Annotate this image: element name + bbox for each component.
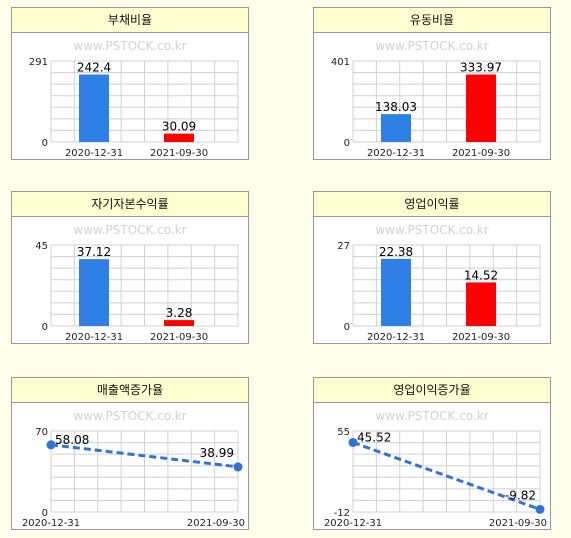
y-tick-label: 55 xyxy=(337,427,350,438)
chart-panel-operating-income-growth: 영업이익증가율 www.PSTOCK.co.kr 55 -12 45.52 -9.82 2… xyxy=(313,377,551,530)
bar xyxy=(381,258,411,326)
watermark: www.PSTOCK.co.kr xyxy=(375,409,488,423)
chart-svg: www.PSTOCK.co.kr 401 0 138.03 2020-12-31 333.… xyxy=(331,39,541,159)
y-tick-label: 0 xyxy=(42,138,48,149)
data-label: -9.82 xyxy=(505,488,536,502)
data-label: 242.4 xyxy=(77,61,111,75)
chart-panel-sales-growth: 매출액증가율 www.PSTOCK.co.kr 70 0 58.08 38.99 2020… xyxy=(11,377,249,530)
data-label: 37.12 xyxy=(77,245,111,259)
data-label: 333.97 xyxy=(460,61,502,75)
chart-title: 자기자본수익률 xyxy=(12,192,248,217)
bar xyxy=(466,282,496,326)
chart-svg: www.PSTOCK.co.kr 45 0 37.12 2020-12-31 3.28 20… xyxy=(35,223,239,343)
data-point xyxy=(233,462,243,472)
x-tick-label: 2020-12-31 xyxy=(22,518,80,529)
bar xyxy=(466,74,496,142)
series-line xyxy=(352,441,541,511)
x-tick-label: 2021-09-30 xyxy=(150,148,208,159)
watermark: www.PSTOCK.co.kr xyxy=(73,39,186,53)
bar xyxy=(79,74,109,142)
x-tick-label: 2021-09-30 xyxy=(489,518,547,529)
watermark: www.PSTOCK.co.kr xyxy=(73,409,186,423)
y-tick-label: 0 xyxy=(42,322,48,333)
chart-title: 부채비율 xyxy=(12,8,248,33)
x-tick-label: 2021-09-30 xyxy=(187,518,245,529)
x-tick-label: 2020-12-31 xyxy=(65,332,123,343)
chart-title: 영업이익률 xyxy=(314,192,550,217)
chart-panel-debt-ratio: 부채비율 www.PSTOCK.co.kr 291 0 242.4 2020-12-31… xyxy=(11,7,249,160)
y-tick-label: 45 xyxy=(35,241,48,252)
y-tick-label: 291 xyxy=(29,57,48,68)
data-point xyxy=(535,504,545,514)
data-label: 30.09 xyxy=(162,120,196,134)
watermark: www.PSTOCK.co.kr xyxy=(375,39,488,53)
chart-svg: www.PSTOCK.co.kr 70 0 58.08 38.99 2020-12-31 2… xyxy=(22,409,245,529)
y-tick-label: 0 xyxy=(344,138,350,149)
x-tick-label: 2020-12-31 xyxy=(367,148,425,159)
chart-svg: www.PSTOCK.co.kr 27 0 22.38 2020-12-31 14.52 2… xyxy=(337,223,541,343)
data-point xyxy=(46,440,56,450)
y-tick-label: 0 xyxy=(42,508,48,519)
chart-title: 유동비율 xyxy=(314,8,550,33)
watermark: www.PSTOCK.co.kr xyxy=(73,223,186,237)
data-label: 38.99 xyxy=(200,446,234,460)
bar xyxy=(381,114,411,142)
data-label: 14.52 xyxy=(464,268,498,282)
chart-title: 매출액증가율 xyxy=(12,378,248,403)
data-label: 58.08 xyxy=(55,433,89,447)
x-tick-label: 2021-09-30 xyxy=(452,148,510,159)
chart-svg: www.PSTOCK.co.kr 55 -12 45.52 -9.82 2020-12-3… xyxy=(324,409,547,529)
y-tick-label: -12 xyxy=(334,508,350,519)
series-line xyxy=(50,443,239,469)
y-tick-label: 401 xyxy=(331,57,350,68)
data-label: 3.28 xyxy=(166,306,193,320)
x-tick-label: 2020-12-31 xyxy=(324,518,382,529)
chart-svg: www.PSTOCK.co.kr 291 0 242.4 2020-12-31 30.09… xyxy=(29,39,239,159)
chart-panel-operating-margin: 영업이익률 www.PSTOCK.co.kr 27 0 22.38 2020-12-31… xyxy=(313,191,551,344)
x-tick-label: 2021-09-30 xyxy=(150,332,208,343)
data-label: 45.52 xyxy=(357,430,391,444)
bar xyxy=(164,320,194,326)
x-tick-label: 2021-09-30 xyxy=(452,332,510,343)
chart-title: 영업이익증가율 xyxy=(314,378,550,403)
chart-panel-current-ratio: 유동비율 www.PSTOCK.co.kr 401 0 138.03 2020-12-3… xyxy=(313,7,551,160)
y-tick-label: 27 xyxy=(337,241,350,252)
bar xyxy=(79,259,109,326)
bar xyxy=(164,133,194,142)
data-point xyxy=(348,437,358,447)
x-tick-label: 2020-12-31 xyxy=(367,332,425,343)
data-label: 22.38 xyxy=(379,245,413,259)
chart-panel-roe: 자기자본수익률 www.PSTOCK.co.kr 45 0 37.12 2020-12-… xyxy=(11,191,249,344)
y-tick-label: 0 xyxy=(344,322,350,333)
x-tick-label: 2020-12-31 xyxy=(65,148,123,159)
watermark: www.PSTOCK.co.kr xyxy=(375,223,488,237)
data-label: 138.03 xyxy=(375,100,417,114)
y-tick-label: 70 xyxy=(35,427,48,438)
